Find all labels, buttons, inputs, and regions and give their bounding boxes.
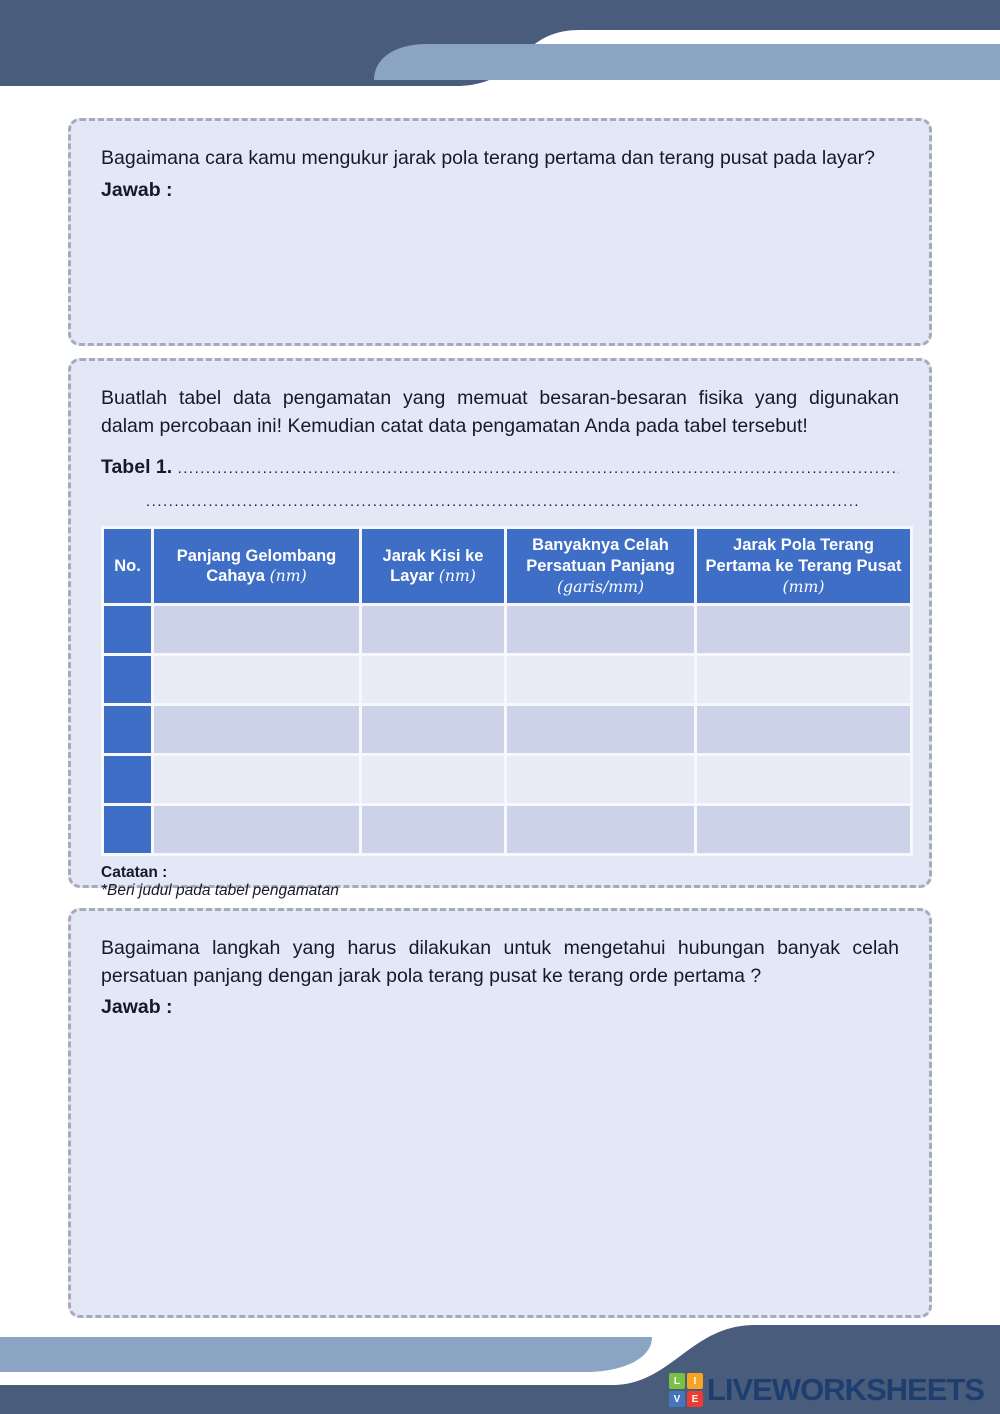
table-head: No. Panjang Gelombang Cahaya (nm) Jarak Ki… (104, 529, 910, 604)
table-data-cell[interactable] (362, 756, 504, 804)
table-data-cell[interactable] (362, 606, 504, 654)
table-data-cell[interactable] (362, 706, 504, 754)
table-no-cell[interactable] (104, 606, 151, 654)
table-row (104, 606, 910, 654)
table-data-cell[interactable] (154, 656, 359, 704)
table-instruction-text: Buatlah tabel data pengamatan yang memua… (101, 387, 899, 437)
table-data-cell[interactable] (154, 806, 359, 854)
header-light-band (374, 44, 1000, 80)
table-row (104, 706, 910, 754)
table-title-dots-1[interactable]: ........................................… (177, 460, 899, 478)
logo-square-e: E (686, 1391, 703, 1407)
table-data-cell[interactable] (154, 706, 359, 754)
question-3-text: Bagaimana langkah yang harus dilakukan u… (101, 937, 899, 987)
table-header-cell-0: No. (104, 529, 151, 604)
liveworksheets-brand-text: LIVEWORKSHEETS (706, 1372, 985, 1407)
table-row (104, 656, 910, 704)
table-data-cell[interactable] (697, 706, 910, 754)
table-header-cell-4: Jarak Pola Terang Pertama ke Terang Pusa… (697, 529, 910, 604)
header-decoration (0, 0, 1000, 86)
table-data-cell[interactable] (362, 806, 504, 854)
table-no-cell[interactable] (104, 706, 151, 754)
table-data-cell[interactable] (362, 656, 504, 704)
table-row (104, 806, 910, 854)
table-no-cell[interactable] (104, 806, 151, 854)
answer-3-label: Jawab : (101, 996, 173, 1019)
table-data-cell[interactable] (507, 756, 694, 804)
table-data-cell[interactable] (697, 806, 910, 854)
logo-square-v: V (668, 1391, 685, 1407)
table-body (104, 606, 910, 854)
question-box-1: Bagaimana cara kamu mengukur jarak pola … (68, 118, 932, 346)
table-data-cell[interactable] (154, 756, 359, 804)
table-data-cell[interactable] (697, 606, 910, 654)
logo-square-i: I (686, 1373, 703, 1389)
table-header-cell-1: Panjang Gelombang Cahaya (nm) (154, 529, 359, 604)
table-data-cell[interactable] (507, 606, 694, 654)
table-box: Buatlah tabel data pengamatan yang memua… (68, 358, 932, 899)
table-no-cell[interactable] (104, 656, 151, 704)
footer-dark-band (0, 1325, 1000, 1414)
answer-1-label: Jawab : (101, 178, 173, 201)
table-header-cell-3: Banyaknya Celah Persatuan Panjang (garis… (507, 529, 694, 604)
answer-3-area[interactable] (101, 1019, 899, 1309)
footer-decoration (0, 1325, 1000, 1414)
logo-square-l: L (668, 1373, 685, 1389)
catatan-label: Catatan : (101, 864, 168, 882)
table-data-cell[interactable] (507, 706, 694, 754)
table-row (104, 756, 910, 804)
table-data-cell[interactable] (507, 656, 694, 704)
table-header-row: No. Panjang Gelombang Cahaya (nm) Jarak Ki… (104, 529, 910, 604)
table-header-cell-2: Jarak Kisi ke Layar (nm) (362, 529, 504, 604)
question-box-3: Bagaimana langkah yang harus dilakukan u… (68, 908, 932, 1318)
table-data-cell[interactable] (697, 756, 910, 804)
table-title-dots-2[interactable]: ........................................… (146, 493, 858, 511)
answer-1-area[interactable] (101, 202, 899, 312)
catatan-note: *Beri judul pada tabel pengamatan (101, 882, 339, 900)
question-1-text: Bagaimana cara kamu mengukur jarak pola … (101, 147, 875, 169)
footer-light-band (0, 1337, 652, 1372)
header-dark-band (0, 0, 1000, 86)
table-title-line: Tabel 1. ...............................… (101, 456, 899, 479)
table-data-cell[interactable] (154, 606, 359, 654)
table-data-cell[interactable] (507, 806, 694, 854)
table-data-cell[interactable] (697, 656, 910, 704)
observation-table: No. Panjang Gelombang Cahaya (nm) Jarak Ki… (101, 526, 913, 857)
table-title-label: Tabel 1. (101, 456, 173, 479)
table-no-cell[interactable] (104, 756, 151, 804)
